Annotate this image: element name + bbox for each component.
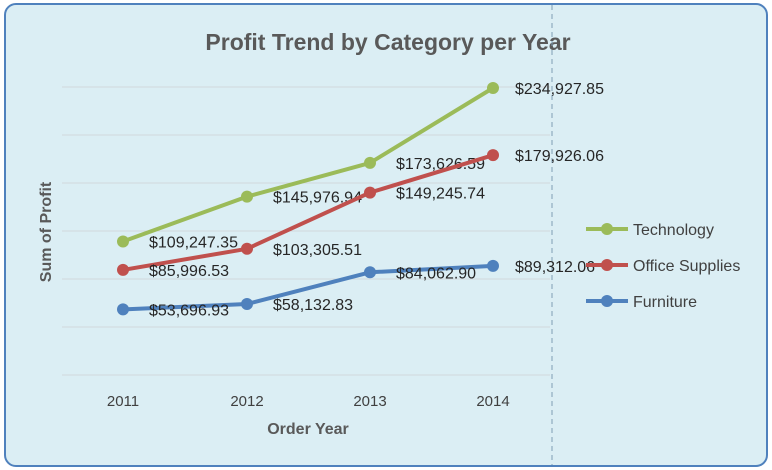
legend: Technology Office Supplies Furniture [586, 222, 740, 311]
data-label: $179,926.06 [515, 148, 604, 165]
legend-item: Furniture [586, 294, 697, 311]
data-label: $234,927.85 [515, 81, 604, 98]
x-axis-ticks: 2011 2012 2013 2014 [107, 393, 510, 410]
line-chart: Profit Trend by Category per Year $109,2… [38, 5, 740, 465]
data-label: $89,312.06 [515, 259, 595, 276]
data-point [117, 303, 129, 316]
legend-marker [601, 259, 613, 271]
series-technology: $109,247.35 $145,976.94 $173,626.59 $234,92… [117, 81, 604, 252]
x-tick-label: 2012 [230, 393, 263, 410]
x-tick-label: 2011 [107, 393, 139, 410]
gridlines [62, 86, 550, 376]
legend-label: Furniture [633, 294, 697, 311]
x-tick-label: 2013 [353, 393, 386, 410]
legend-marker [601, 223, 613, 235]
chart-area: Profit Trend by Category per Year $109,2… [4, 3, 768, 467]
x-axis-title: Order Year [267, 421, 349, 438]
data-point [487, 81, 499, 94]
data-point [487, 149, 499, 162]
data-point [487, 259, 499, 272]
series-line [122, 263, 494, 312]
data-label: $173,626.59 [396, 156, 485, 173]
series-office-supplies: $85,996.53 $103,305.51 $149,245.74 $179,926… [117, 148, 604, 280]
series-line [122, 86, 495, 244]
data-point [241, 297, 253, 310]
legend-item: Technology [586, 222, 714, 239]
chart-title: Profit Trend by Category per Year [205, 29, 570, 55]
data-label: $85,996.53 [149, 263, 229, 280]
data-label: $109,247.35 [149, 235, 238, 252]
series-layer: $109,247.35 $145,976.94 $173,626.59 $234,92… [117, 81, 604, 319]
data-point [117, 235, 129, 248]
data-point [364, 266, 376, 279]
legend-label: Technology [633, 222, 714, 239]
data-label: $149,245.74 [396, 186, 485, 203]
data-point [364, 186, 376, 199]
data-label: $53,696.93 [149, 302, 229, 319]
series-line [122, 153, 494, 272]
y-axis-title: Sum of Profit [38, 181, 55, 282]
data-label: $84,062.90 [396, 265, 476, 282]
legend-marker [601, 295, 613, 307]
legend-label: Office Supplies [633, 258, 740, 275]
data-label: $103,305.51 [273, 242, 362, 259]
data-point [364, 156, 376, 169]
data-point [241, 242, 253, 255]
legend-item: Office Supplies [586, 258, 740, 275]
x-tick-label: 2014 [476, 393, 509, 410]
data-label: $58,132.83 [273, 297, 353, 314]
series-furniture: $53,696.93 $58,132.83 $84,062.90 $89,312.06 [117, 259, 595, 319]
data-label: $145,976.94 [273, 190, 362, 207]
data-point [117, 263, 129, 276]
data-point [241, 190, 253, 203]
